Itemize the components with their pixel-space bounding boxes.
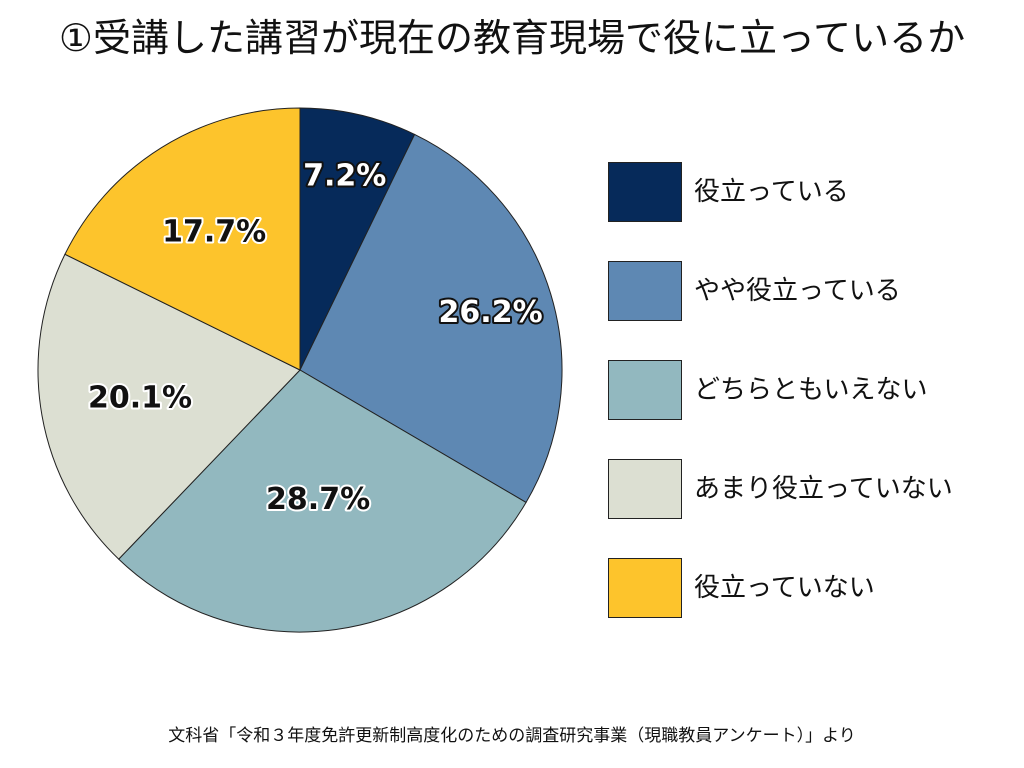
pie-slices — [37, 107, 563, 633]
legend-swatch — [608, 360, 682, 420]
legend-item-4: あまり役立っていない — [608, 459, 1008, 521]
pie-slice-4 — [37, 253, 301, 560]
pie-slice-3 — [118, 369, 527, 633]
source-note: 文科省「令和３年度免許更新制高度化のための調査研究事業（現職教員アンケート）」よ… — [168, 726, 856, 746]
pie-slice-5 — [64, 107, 301, 371]
pie-data-label-5: 17.7% — [162, 215, 266, 250]
legend-label: どちらともいえない — [694, 375, 928, 405]
pie-slice-2 — [299, 133, 563, 504]
legend-item-2: やや役立っている — [608, 261, 1008, 323]
pie-data-labels: 7.2% 26.2% 28.7% 20.1% 17.7% — [86, 157, 545, 520]
pie-data-label-3: 28.7% — [266, 482, 370, 517]
pie-data-label-1: 7.2% — [303, 159, 386, 194]
legend-swatch — [608, 261, 682, 321]
legend-swatch — [608, 558, 682, 618]
legend-item-3: どちらともいえない — [608, 360, 1008, 422]
legend-item-1: 役立っている — [608, 162, 1008, 224]
pie-data-label-2: 26.2% — [439, 295, 543, 330]
legend-item-5: 役立っていない — [608, 558, 1008, 620]
legend-label: やや役立っている — [694, 276, 901, 306]
legend-swatch — [608, 162, 682, 222]
pie-slice-1 — [299, 107, 416, 371]
legend-label: 役立っていない — [694, 573, 875, 603]
legend-swatch — [608, 459, 682, 519]
chart-title: ①受講した講習が現在の教育現場で役に立っているか — [58, 16, 966, 60]
legend-label: 役立っている — [694, 177, 849, 207]
legend-label: あまり役立っていない — [694, 474, 953, 504]
pie-data-label-4: 20.1% — [88, 381, 192, 416]
